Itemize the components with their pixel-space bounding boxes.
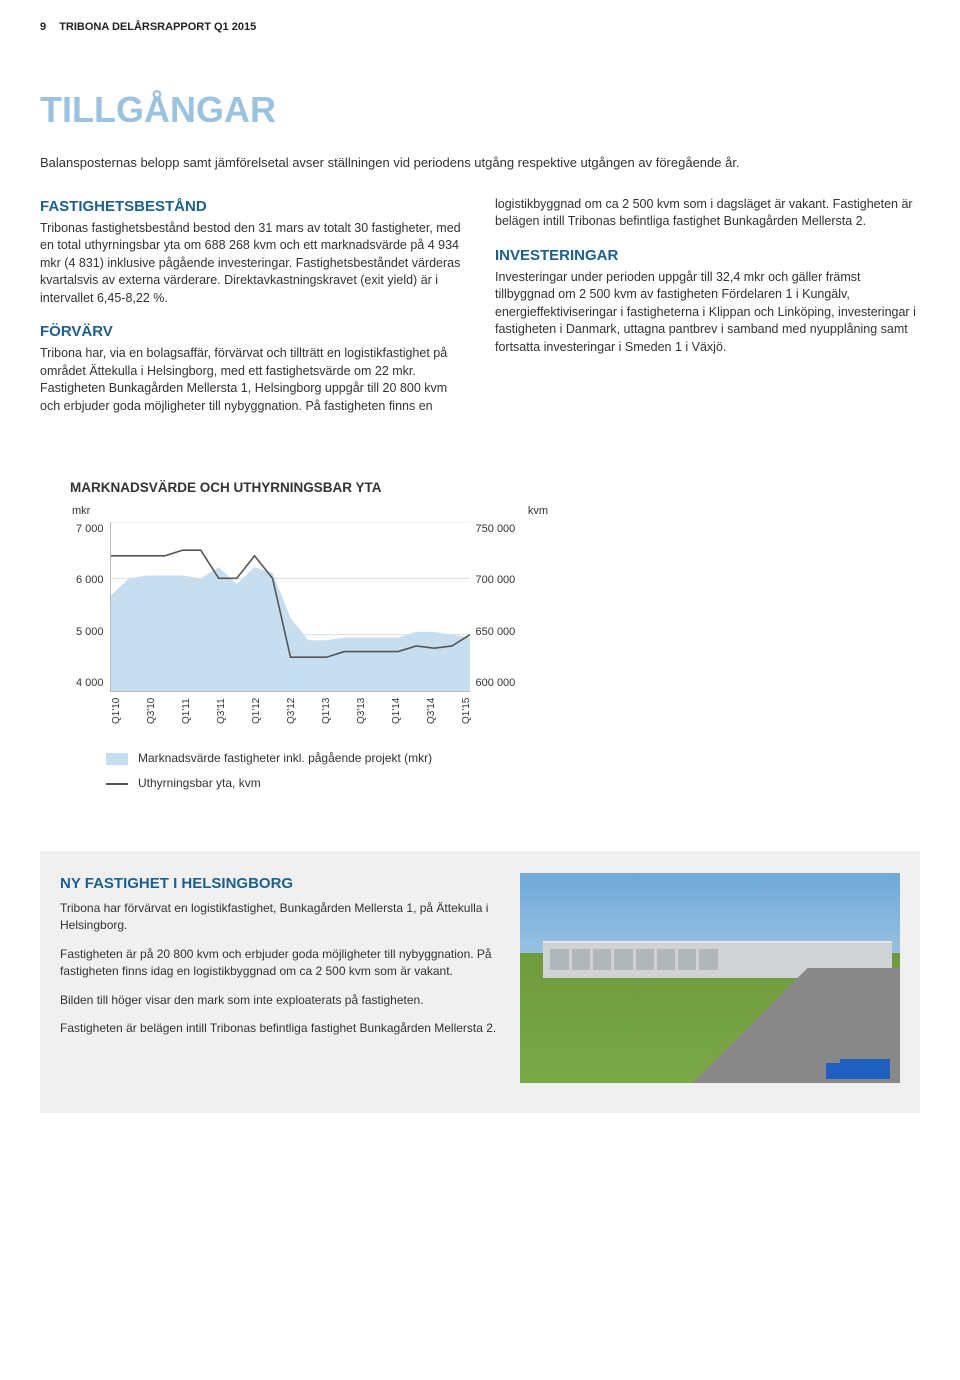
right-axis-unit: kvm — [528, 504, 548, 519]
chart-container: MARKNADSVÄRDE OCH UTHYRNINGSBAR YTA mkr … — [70, 479, 550, 791]
right-column: logistikbyggnad om ca 2 500 kvm som i da… — [495, 196, 920, 430]
section-heading-investeringar: INVESTERINGAR — [495, 245, 920, 266]
legend-swatch-area — [106, 753, 128, 765]
footer-paragraph: Fastigheten är belägen intill Tribonas b… — [60, 1020, 504, 1037]
page-header: 9 TRIBONA DELÅRSRAPPORT Q1 2015 — [40, 20, 920, 35]
body-text: Tribona har, via en bolagsaffär, förvärv… — [40, 345, 465, 415]
body-text: logistikbyggnad om ca 2 500 kvm som i da… — [495, 196, 920, 231]
chart-svg — [111, 522, 470, 691]
footer-heading: NY FASTIGHET I HELSINGBORG — [60, 873, 504, 894]
chart-title: MARKNADSVÄRDE OCH UTHYRNINGSBAR YTA — [70, 479, 550, 498]
axis-unit-labels: mkr kvm — [70, 504, 550, 519]
body-columns: FASTIGHETSBESTÅND Tribonas fastighetsbes… — [40, 196, 920, 430]
x-axis-labels: Q1'10Q3'10Q1'11Q3'11Q1'12Q3'12Q1'13Q3'13… — [70, 696, 472, 710]
doc-title: TRIBONA DELÅRSRAPPORT Q1 2015 — [59, 21, 256, 33]
footer-paragraph: Bilden till höger visar den mark som int… — [60, 992, 504, 1009]
body-text: Tribonas fastighetsbestånd bestod den 31… — [40, 220, 465, 308]
legend-item-area: Marknadsvärde fastigheter inkl. pågående… — [106, 750, 550, 767]
legend-swatch-line — [106, 783, 128, 785]
left-y-axis: 7 0006 0005 0004 000 — [70, 522, 110, 692]
left-axis-unit: mkr — [72, 504, 90, 519]
legend-label-line: Uthyrningsbar yta, kvm — [138, 775, 261, 792]
page-number: 9 — [40, 20, 46, 35]
footer-text: NY FASTIGHET I HELSINGBORG Tribona har f… — [60, 873, 504, 1083]
page-title: TILLGÅNGAR — [40, 85, 920, 135]
legend-item-line: Uthyrningsbar yta, kvm — [106, 775, 550, 792]
footer-paragraph: Tribona har förvärvat en logistikfastigh… — [60, 900, 504, 934]
chart-plot-area — [110, 522, 470, 692]
section-heading-fastighetsbestand: FASTIGHETSBESTÅND — [40, 196, 465, 217]
legend-label-area: Marknadsvärde fastigheter inkl. pågående… — [138, 750, 432, 767]
footer-image — [520, 873, 900, 1083]
section-heading-forvarv: FÖRVÄRV — [40, 321, 465, 342]
chart-body: 7 0006 0005 0004 000 750 000700 000650 0… — [70, 522, 550, 692]
footer-paragraph: Fastigheten är på 20 800 kvm och erbjude… — [60, 946, 504, 980]
body-text: Investeringar under perioden uppgår till… — [495, 269, 920, 357]
right-y-axis: 750 000700 000650 000600 000 — [470, 522, 522, 692]
intro-paragraph: Balansposternas belopp samt jämförelseta… — [40, 154, 860, 172]
footer-highlight-box: NY FASTIGHET I HELSINGBORG Tribona har f… — [40, 851, 920, 1113]
left-column: FASTIGHETSBESTÅND Tribonas fastighetsbes… — [40, 196, 465, 430]
chart-legend: Marknadsvärde fastigheter inkl. pågående… — [70, 750, 550, 792]
